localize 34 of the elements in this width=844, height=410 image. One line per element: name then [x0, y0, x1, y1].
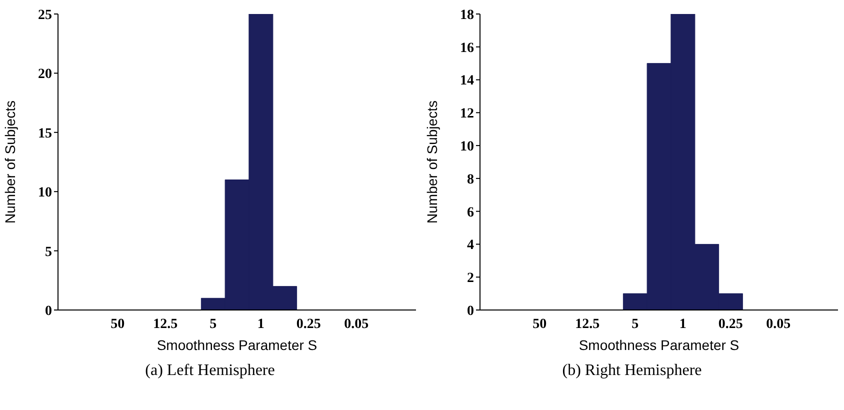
text: (b) Right Hemisphere	[561, 362, 703, 380]
y-tick-label: 20	[38, 67, 52, 82]
y-tick-label: 18	[460, 8, 474, 23]
x-tick-label: 0.05	[766, 316, 791, 332]
y-tick-label: 14	[460, 74, 474, 89]
x-tick-label: 50	[532, 316, 547, 332]
y-tick-label: 0	[467, 304, 474, 319]
y-tick-label: 16	[460, 40, 474, 56]
y-tick-label: 10	[38, 186, 52, 201]
x-tick-label: 0.25	[718, 316, 743, 332]
y-axis-title: Number of Subjects	[2, 100, 18, 224]
x-axis-title: Smoothness Parameter S	[578, 337, 740, 353]
x-tick-label: 1	[679, 316, 686, 332]
y-axis-title: Number of Subjects	[424, 100, 440, 224]
x-tick-label: 5	[632, 316, 639, 332]
y-tick-label: 2	[467, 271, 474, 286]
x-tick-label: 1	[257, 316, 264, 332]
text: (a) Left Hemisphere	[144, 362, 276, 380]
y-tick-label: 12	[460, 106, 474, 122]
y-tick-label: 0	[45, 304, 52, 319]
x-axis-title: Smoothness Parameter S	[156, 337, 318, 353]
y-tick-label: 25	[38, 8, 52, 23]
y-tick-label: 15	[38, 126, 52, 142]
x-tick-label: 12.5	[153, 316, 178, 332]
y-tick-label: 4	[467, 238, 474, 254]
x-tick-label: 5	[210, 316, 217, 332]
y-tick-label: 10	[460, 140, 474, 155]
x-tick-label: 50	[110, 316, 125, 332]
x-tick-label: 0.05	[344, 316, 369, 332]
x-tick-label: 12.5	[575, 316, 600, 332]
y-tick-label: 6	[467, 205, 474, 220]
x-tick-label: 0.25	[296, 316, 321, 332]
y-tick-label: 5	[45, 244, 52, 260]
y-tick-label: 8	[467, 172, 474, 188]
